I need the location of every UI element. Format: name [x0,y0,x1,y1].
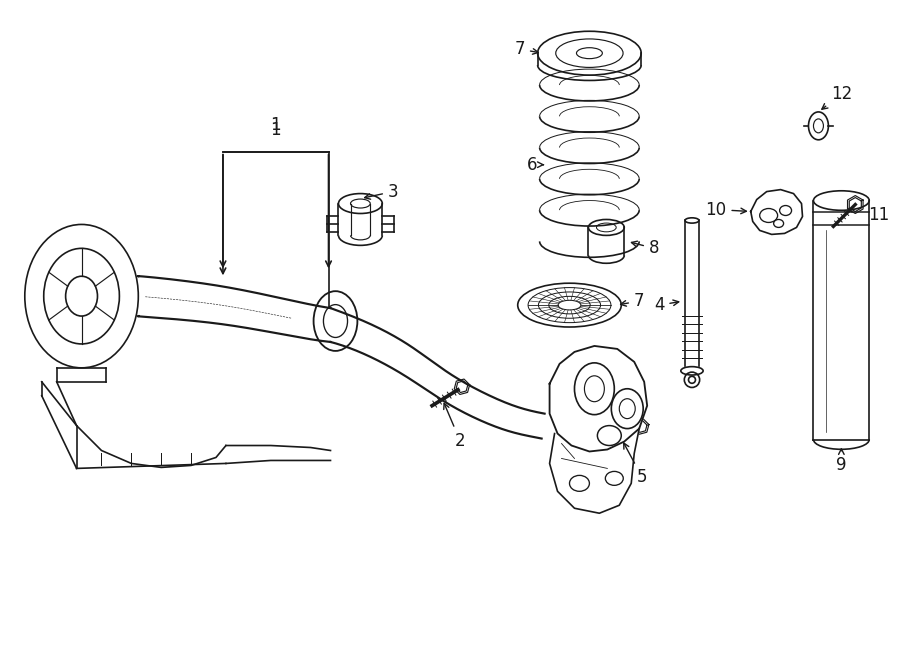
Text: 2: 2 [444,403,465,449]
Text: 4: 4 [654,296,679,314]
Text: 8: 8 [632,239,660,257]
Text: 10: 10 [706,200,746,219]
Text: 11: 11 [868,206,889,225]
Text: 3: 3 [364,182,399,200]
Text: 1: 1 [270,116,281,134]
Text: 6: 6 [526,156,544,174]
Polygon shape [751,190,803,235]
Polygon shape [550,346,647,451]
Polygon shape [550,428,639,513]
Text: 12: 12 [822,85,852,109]
Text: 7: 7 [621,292,644,310]
Text: 7: 7 [515,40,538,58]
Text: 1: 1 [270,121,281,139]
Text: 5: 5 [624,443,647,486]
Text: 9: 9 [836,449,847,475]
